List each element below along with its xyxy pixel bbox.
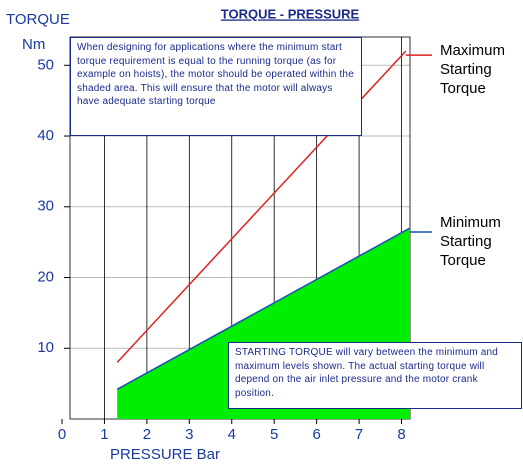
- x-tick-label: 3: [185, 426, 193, 443]
- x-tick-label: 5: [270, 426, 278, 443]
- y-tick-label: 20: [37, 268, 54, 285]
- y-tick-label: 50: [37, 56, 54, 73]
- y-axis-label: TORQUE: [6, 11, 70, 28]
- legend-label: Maximum Starting Torque: [440, 42, 506, 97]
- x-tick-label: 7: [355, 426, 363, 443]
- x-axis-label: PRESSURE Bar: [110, 446, 220, 463]
- x-tick-label: 1: [100, 426, 108, 443]
- x-tick-label: 4: [228, 426, 236, 443]
- x-tick-label: 8: [397, 426, 405, 443]
- chart-title: TORQUE - PRESSURE: [221, 6, 360, 21]
- y-tick-label: 40: [37, 127, 54, 144]
- annotation: STARTING TORQUE will vary between the mi…: [228, 342, 522, 409]
- x-tick-label: 2: [143, 426, 151, 443]
- annotation: When designing for applications where th…: [70, 37, 362, 136]
- y-tick-label: 30: [37, 198, 54, 215]
- y-tick-label: 10: [37, 339, 54, 356]
- legend-label: Minimum Starting Torque: [440, 214, 501, 269]
- line: [116, 227, 411, 390]
- y-axis-label: Nm: [22, 36, 45, 53]
- x-tick-label: 6: [312, 426, 320, 443]
- x-tick-label: 0: [58, 426, 66, 443]
